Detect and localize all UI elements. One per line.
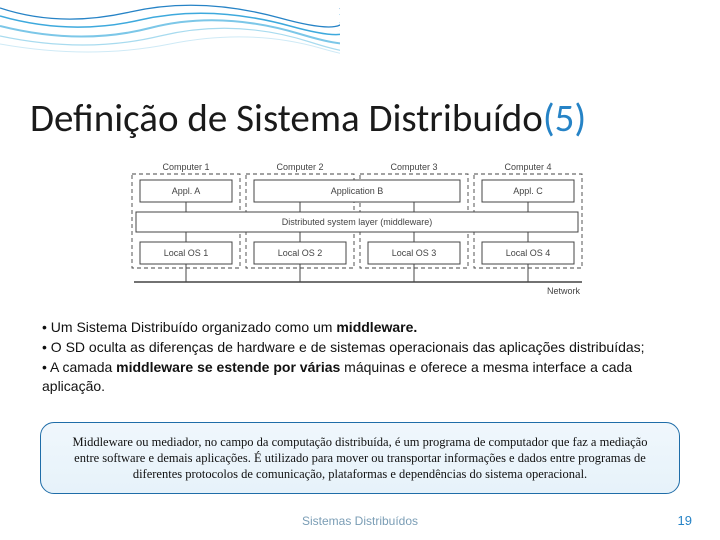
bullet-item: • A camada middleware se estende por vár… bbox=[42, 358, 682, 396]
svg-text:Network: Network bbox=[547, 286, 581, 296]
bullet-item: • Um Sistema Distribuído organizado como… bbox=[42, 318, 682, 337]
svg-text:Local OS 2: Local OS 2 bbox=[278, 248, 323, 258]
svg-text:Local OS 1: Local OS 1 bbox=[164, 248, 209, 258]
bullet-list: • Um Sistema Distribuído organizado como… bbox=[42, 318, 682, 397]
svg-text:Computer 1: Computer 1 bbox=[162, 162, 209, 172]
svg-text:Appl. A: Appl. A bbox=[172, 186, 201, 196]
svg-text:Application B: Application B bbox=[331, 186, 384, 196]
middleware-definition-text: Middleware ou mediador, no campo da comp… bbox=[59, 434, 661, 483]
title-suffix: (5) bbox=[543, 95, 586, 142]
slide-title: Definição de Sistema Distribuído(5) bbox=[30, 95, 586, 142]
svg-text:Local OS 4: Local OS 4 bbox=[506, 248, 551, 258]
svg-text:Distributed system layer (midd: Distributed system layer (middleware) bbox=[282, 217, 433, 227]
bullet-item: • O SD oculta as diferenças de hardware … bbox=[42, 338, 682, 357]
svg-text:Computer 3: Computer 3 bbox=[390, 162, 437, 172]
svg-text:Computer 4: Computer 4 bbox=[504, 162, 551, 172]
title-main: Definição de Sistema Distribuído bbox=[30, 95, 543, 142]
wave-decoration bbox=[0, 0, 340, 65]
svg-text:Local OS 3: Local OS 3 bbox=[392, 248, 437, 258]
middleware-definition-box: Middleware ou mediador, no campo da comp… bbox=[40, 422, 680, 494]
architecture-diagram: Computer 1 Computer 2 Computer 3 Computer 4… bbox=[130, 160, 590, 310]
svg-text:Appl. C: Appl. C bbox=[513, 186, 543, 196]
footer-text: Sistemas Distribuídos bbox=[0, 514, 720, 528]
svg-text:Computer 2: Computer 2 bbox=[276, 162, 323, 172]
page-number: 19 bbox=[678, 513, 692, 528]
